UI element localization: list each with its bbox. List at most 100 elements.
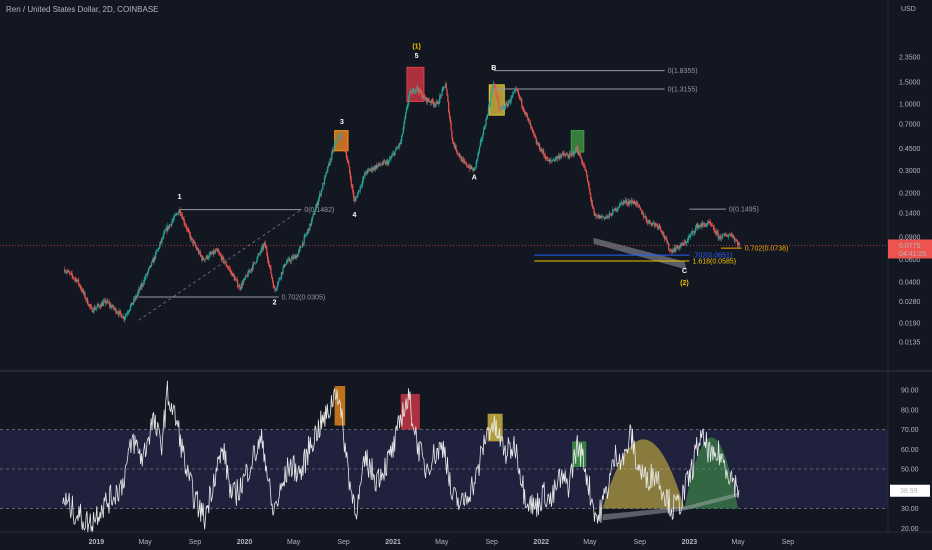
- candle-body: [642, 213, 645, 217]
- candle-body: [537, 142, 539, 146]
- candle-body: [420, 92, 422, 93]
- candle-body: [180, 213, 182, 216]
- candle-body: [376, 165, 378, 169]
- candle-body: [306, 233, 308, 235]
- candle-body: [528, 119, 530, 124]
- candle-body: [319, 193, 321, 198]
- candle-body: [133, 298, 136, 300]
- candle-body: [657, 226, 659, 228]
- candle-body: [185, 226, 188, 229]
- candle-body: [612, 209, 615, 211]
- candle-body: [694, 231, 696, 233]
- candle-body: [578, 153, 580, 155]
- candle-body: [586, 175, 589, 182]
- candle-body: [85, 297, 87, 300]
- candle-body: [64, 271, 67, 273]
- candle-body: [453, 144, 455, 148]
- candle-body: [475, 160, 477, 167]
- candle-body: [116, 312, 119, 314]
- candle-body: [334, 142, 336, 146]
- candle-body: [536, 142, 538, 144]
- candle-body: [355, 197, 357, 199]
- candle-body: [413, 89, 415, 93]
- candle-body: [274, 287, 276, 291]
- candle-body: [234, 279, 236, 281]
- time-tick-label: 2023: [682, 539, 698, 546]
- candle-body: [261, 246, 263, 249]
- candle-body: [623, 201, 625, 203]
- candle-body: [77, 279, 80, 284]
- candle-body: [156, 250, 158, 252]
- time-tick-label: May: [435, 539, 449, 546]
- candle-body: [78, 283, 80, 285]
- candle-body: [209, 253, 211, 255]
- candle-body: [262, 244, 265, 249]
- candle-body: [449, 116, 451, 123]
- candle-body: [419, 89, 421, 93]
- candle-body: [603, 216, 605, 218]
- candle-body: [579, 153, 581, 158]
- candle-body: [458, 153, 460, 157]
- candle-body: [146, 274, 148, 275]
- candle-body: [473, 168, 475, 171]
- candle-body: [626, 203, 628, 205]
- candle-body: [337, 137, 339, 142]
- candle-body: [669, 250, 671, 252]
- candle-body: [512, 93, 514, 97]
- candle-body: [224, 262, 227, 263]
- candle-body: [271, 273, 273, 278]
- candle-body: [482, 134, 484, 139]
- candle-body: [164, 230, 166, 232]
- candle-body: [358, 190, 360, 191]
- candle-body: [661, 232, 663, 234]
- candle-body: [534, 136, 537, 139]
- candle-body: [678, 245, 680, 249]
- candle-body: [659, 224, 661, 227]
- candle-body: [403, 122, 405, 129]
- candle-body: [140, 285, 142, 288]
- candle-body: [388, 158, 391, 162]
- candle-body: [231, 271, 233, 277]
- candle-body: [662, 232, 664, 234]
- candle-body: [288, 258, 291, 261]
- candle-body: [404, 118, 406, 123]
- wave-label: 1: [178, 194, 182, 201]
- candle-body: [431, 99, 433, 103]
- candle-body: [379, 163, 381, 165]
- countdown-label: 04:41:25: [899, 251, 926, 258]
- candle-body: [533, 131, 535, 135]
- candle-body: [336, 141, 339, 142]
- candle-body: [405, 108, 408, 113]
- candle-body: [118, 311, 120, 315]
- candle-body: [296, 255, 298, 258]
- wave-label: (2): [680, 280, 689, 287]
- candle-body: [470, 165, 473, 169]
- candle-body: [272, 281, 274, 288]
- candle-body: [210, 253, 212, 255]
- candle-body: [462, 159, 464, 161]
- candle-body: [456, 150, 458, 152]
- candle-body: [396, 148, 398, 149]
- candle-body: [634, 203, 636, 205]
- price-tick-label: 0.7000: [899, 121, 921, 128]
- candle-body: [275, 287, 278, 290]
- candle-body: [107, 300, 109, 303]
- candle-body: [698, 225, 701, 227]
- candle-body: [142, 283, 145, 285]
- candle-body: [273, 287, 275, 289]
- candle-body: [120, 311, 122, 315]
- candle-body: [175, 214, 177, 216]
- candle-body: [693, 231, 695, 233]
- candle-body: [664, 237, 667, 239]
- candle-body: [689, 236, 691, 237]
- candle-body: [297, 254, 299, 258]
- candle-body: [609, 213, 611, 215]
- candle-body: [379, 164, 382, 166]
- candle-body: [188, 230, 190, 232]
- candle-body: [631, 200, 633, 203]
- candle-body: [386, 161, 388, 162]
- candle-body: [346, 157, 348, 161]
- candle-body: [267, 254, 269, 260]
- candle-body: [715, 231, 718, 235]
